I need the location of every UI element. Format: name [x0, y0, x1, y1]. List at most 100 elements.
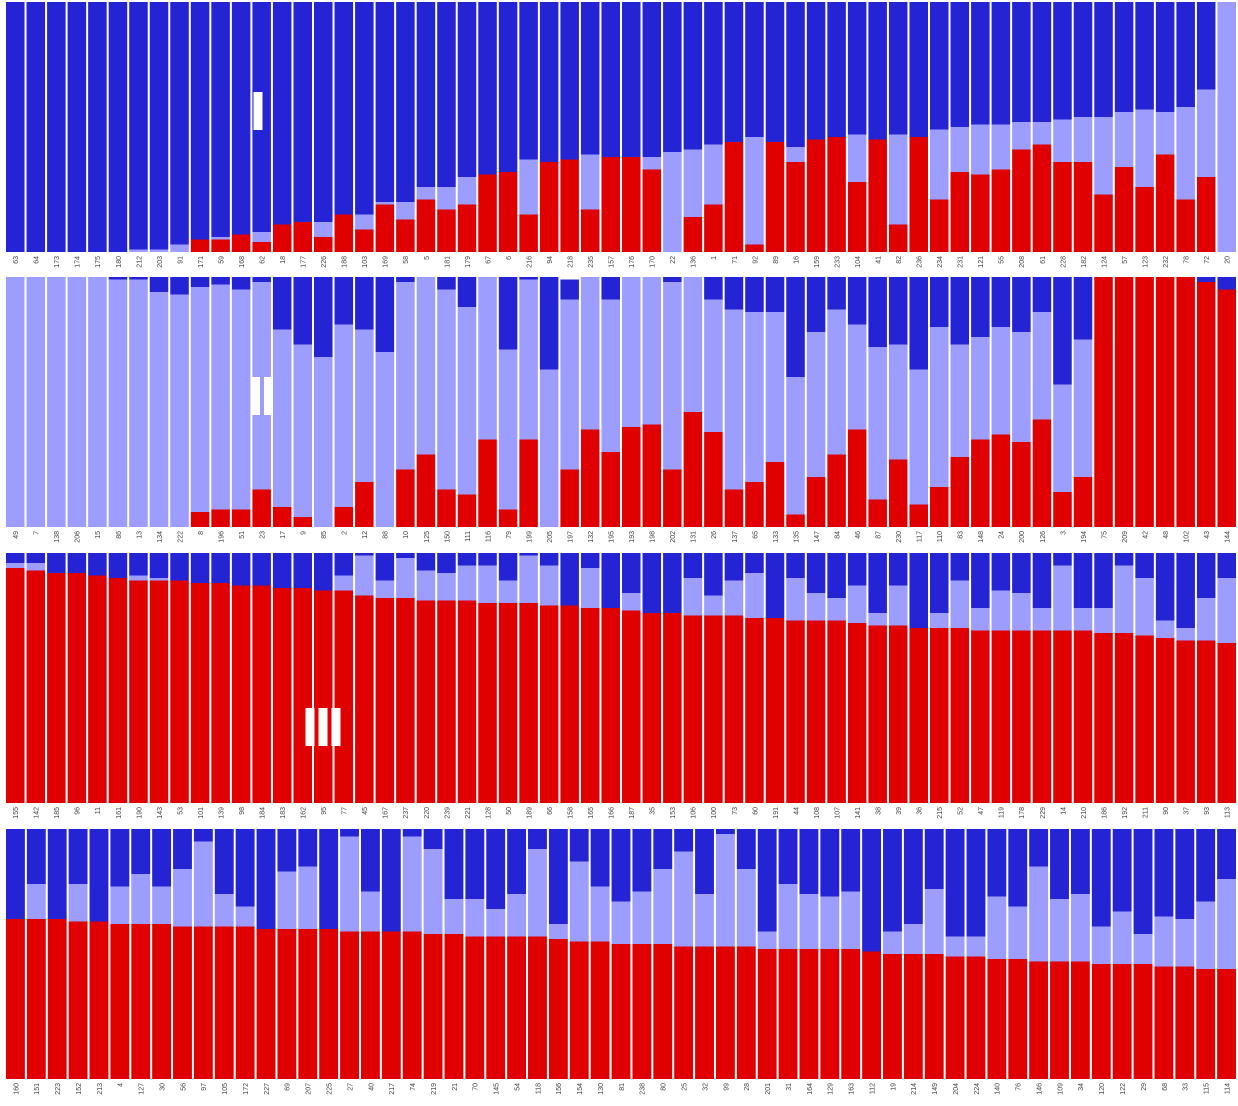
bar-segment-B-110 [930, 327, 949, 487]
tick-label: 193 [629, 531, 636, 543]
tick-label: 90 [1163, 807, 1170, 815]
bar-segment-A-39 [888, 553, 908, 586]
tick-label: 194 [1081, 531, 1088, 543]
bar-segment-B-99 [715, 834, 735, 947]
bar-segment-B-181 [437, 187, 456, 210]
bar-segment-A-194 [1073, 277, 1093, 340]
bar-segment-A-149 [924, 829, 944, 889]
tick-label: 40 [368, 1083, 375, 1091]
tick-label: 144 [1225, 531, 1232, 543]
bar-segment-B-76 [1008, 906, 1028, 959]
bar-segment-B-206 [67, 277, 87, 527]
tick-label: 210 [1081, 807, 1088, 819]
bar-segment-A-5 [416, 2, 436, 187]
bar-segment-A-150 [437, 277, 456, 290]
bar-segment-B-57 [1114, 112, 1134, 167]
bar-segment-A-109 [1050, 829, 1069, 899]
bar-segment-B-231 [950, 127, 970, 172]
bar-segment-C-38 [868, 625, 887, 803]
tick-label: 172 [243, 1083, 250, 1095]
tick-label: 175 [95, 256, 102, 268]
bar-segment-A-238 [632, 829, 652, 892]
bar-segment-A-239 [437, 553, 456, 573]
bar-segment-C-83 [950, 457, 970, 527]
tick-label: 62 [260, 256, 267, 264]
bar-segment-A-36 [909, 553, 928, 628]
tick-label: 150 [444, 531, 451, 543]
bar-segment-A-70 [465, 829, 485, 899]
tick-label: 76 [1016, 1083, 1023, 1091]
bar-segment-C-35 [642, 613, 662, 803]
tick-label: 114 [1224, 1083, 1231, 1094]
bar-segment-A-222 [170, 277, 189, 295]
bar-segment-B-132 [580, 277, 600, 430]
tick-label: 209 [1122, 531, 1129, 543]
bar-segment-C-144 [1217, 289, 1236, 527]
tick-label: 151 [34, 1083, 41, 1095]
tick-label: 50 [506, 807, 513, 815]
bar-segment-C-155 [6, 568, 25, 803]
bar-segment-C-124 [1094, 194, 1113, 252]
tick-label: 192 [1122, 807, 1129, 819]
bar-segment-A-26 [704, 277, 723, 300]
bar-segment-C-9 [293, 517, 312, 527]
bar-segment-B-86 [108, 279, 128, 527]
bar-segment-B-73 [724, 580, 744, 616]
bar-segment-C-163 [841, 949, 861, 1079]
tick-label: 236 [917, 256, 924, 268]
bar-segment-C-102 [1176, 277, 1195, 527]
bar-segment-C-12 [355, 482, 374, 527]
bar-segment-C-51 [231, 509, 251, 527]
bar-segment-C-167 [375, 598, 395, 803]
bar-segment-C-5 [416, 199, 436, 252]
tick-label: 85 [321, 531, 328, 539]
panel-1: 63 64 173 174 175 180 212 203 91 171 59 168 62 18 177 2… [6, 2, 1236, 268]
bar-segment-C-128 [478, 603, 497, 803]
bar-segment-B-80 [653, 869, 673, 944]
bar-segment-C-220 [416, 600, 436, 803]
bar-segment-A-228 [1053, 2, 1072, 120]
bar-segment-C-238 [632, 944, 652, 1079]
tick-label: 113 [1225, 807, 1232, 818]
bar-segment-A-91 [170, 2, 189, 245]
bar-segment-A-214 [903, 829, 923, 924]
tick-label: 98 [239, 807, 246, 815]
bar-segment-A-129 [820, 829, 840, 897]
tick-label: 201 [765, 1083, 772, 1095]
tick-label: 96 [75, 807, 82, 815]
bar-segment-B-115 [1196, 901, 1216, 969]
bar-segment-A-227 [256, 829, 276, 929]
tick-label: 202 [670, 531, 677, 543]
tick-label: 56 [180, 1083, 187, 1091]
tick-label: 165 [588, 807, 595, 819]
panel-3: 155 142 185 96 11 161 190 143 53 101 139 98 184 183 16… [6, 553, 1236, 819]
bar-segment-B-216 [519, 159, 538, 215]
bar-segment-C-26 [704, 432, 723, 527]
bar-segment-B-69 [277, 871, 297, 929]
bar-segment-C-11 [88, 575, 107, 803]
bar-segment-A-81 [611, 829, 631, 902]
bar-segment-C-232 [1155, 154, 1175, 252]
bar-segment-B-24 [991, 327, 1011, 435]
tick-label: 198 [650, 531, 657, 543]
bar-segment-B-22 [663, 152, 682, 252]
bar-segment-C-162 [293, 588, 312, 803]
bar-segment-C-201 [757, 949, 777, 1079]
tick-label: 105 [222, 1083, 229, 1095]
tick-label: 154 [577, 1083, 584, 1095]
tick-label: 57 [1122, 256, 1129, 264]
bar-segment-A-148 [971, 277, 990, 337]
tick-label: 123 [1142, 256, 1149, 268]
bar-segment-A-78 [1176, 2, 1195, 107]
bar-segment-B-170 [642, 157, 662, 170]
bar-segment-B-239 [437, 573, 456, 601]
bar-segment-B-70 [465, 899, 485, 937]
bar-segment-C-23 [252, 489, 271, 527]
tick-label: 48 [1163, 531, 1170, 539]
bar-segment-C-19 [883, 954, 902, 1079]
bar-segment-B-200 [1012, 332, 1031, 442]
bar-segment-B-221 [457, 565, 477, 601]
bar-segment-A-181 [437, 2, 456, 187]
bar-segment-C-230 [888, 459, 908, 527]
